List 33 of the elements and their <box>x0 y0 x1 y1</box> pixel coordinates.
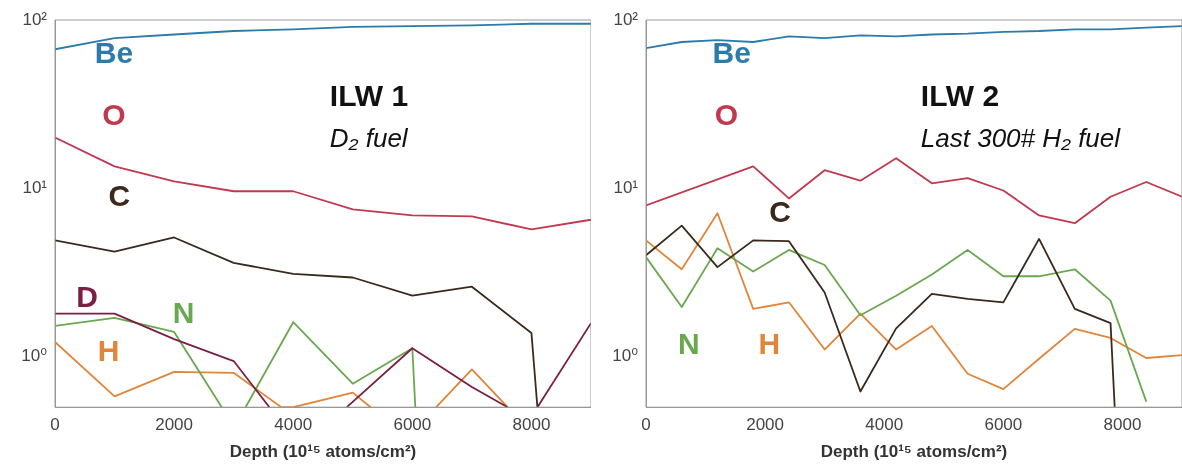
x-tick-label: 4000 <box>274 415 313 435</box>
x-tick-label: 0 <box>641 415 651 435</box>
series-label: H <box>758 326 781 360</box>
y-tick-label: 10² <box>22 9 48 29</box>
y-tick-label: 10⁰ <box>21 346 48 366</box>
annotation: ILW 2 <box>920 78 1000 112</box>
y-tick-label: 10⁰ <box>612 346 639 366</box>
series-label: C <box>108 179 131 213</box>
series-label: Be <box>94 36 134 70</box>
x-tick-label: 6000 <box>984 415 1023 435</box>
x-tick-label: 0 <box>50 415 60 435</box>
annotation: ILW 1 <box>329 78 409 112</box>
series-label: O <box>102 98 126 132</box>
x-tick-label: 2000 <box>155 415 194 435</box>
x-axis-title: Depth (10¹⁵ atoms/cm²) <box>820 442 1008 462</box>
x-tick-label: 6000 <box>393 415 432 435</box>
x-tick-label: 4000 <box>865 415 904 435</box>
series-label: Be <box>712 36 751 70</box>
series-label: N <box>678 326 700 360</box>
annotation: Last 300# H₂ fuel <box>920 123 1122 154</box>
series-label: D <box>76 280 98 314</box>
y-tick-label: 10¹ <box>613 177 639 197</box>
series-label: O <box>714 98 739 132</box>
series-label: N <box>172 295 195 329</box>
x-axis-title: Depth (10¹⁵ atoms/cm²) <box>229 442 417 462</box>
x-tick-label: 8000 <box>1103 415 1142 435</box>
series-label: H <box>97 334 120 368</box>
annotation: D₂ fuel <box>329 123 409 154</box>
x-tick-label: 8000 <box>512 415 551 435</box>
series-label: C <box>769 194 791 228</box>
y-tick-label: 10² <box>613 9 639 29</box>
y-tick-label: 10¹ <box>22 177 48 197</box>
x-tick-label: 2000 <box>746 415 785 435</box>
